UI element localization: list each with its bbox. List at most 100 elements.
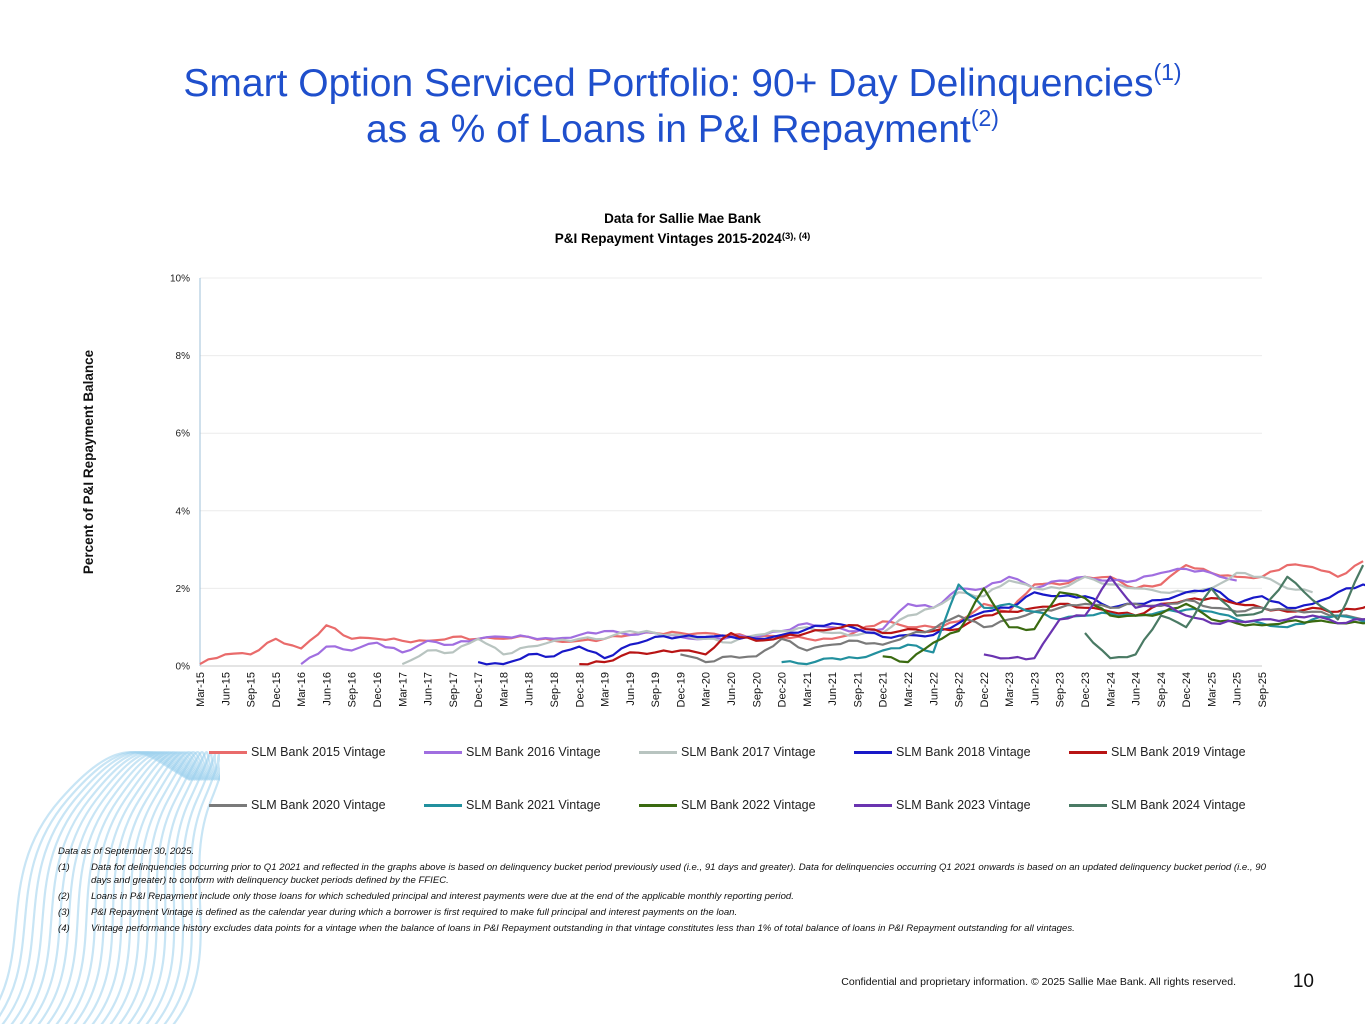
series-line-2017	[401, 571, 1313, 666]
x-tick-label: Sep-16	[347, 672, 359, 707]
legend-item-2023: SLM Bank 2023 Vintage	[854, 796, 1031, 814]
x-tick-label: Mar-23	[1004, 672, 1016, 707]
legend-swatch	[209, 750, 247, 754]
footnotes: Data as of September 30, 2025. (1) Data f…	[58, 846, 1288, 939]
x-tick-label: Dec-18	[574, 672, 586, 707]
legend-swatch	[639, 750, 677, 754]
x-tick-label: Sep-24	[1156, 672, 1168, 707]
x-tick-label: Dec-20	[777, 672, 789, 707]
x-tick-label: Sep-20	[751, 672, 763, 707]
chart-title-line1: Data for Sallie Mae Bank	[604, 211, 761, 226]
wave-stroke	[55, 751, 205, 1024]
chart-title-line2: P&I Repayment Vintages 2015-2024(3), (4)	[554, 231, 811, 246]
wave-stroke	[154, 751, 220, 1024]
series-line-2016	[300, 567, 1237, 665]
legend-swatch	[209, 803, 247, 807]
footnote-1: (1) Data for delinquencies occurring prio…	[58, 862, 1266, 886]
wave-stroke	[10, 751, 196, 1024]
legend-label: SLM Bank 2017 Vintage	[681, 745, 816, 759]
x-tick-label: Jun-19	[625, 672, 637, 706]
x-tick-label: Dec-22	[979, 672, 991, 707]
legend-label: SLM Bank 2016 Vintage	[466, 745, 601, 759]
decorative-wave-pattern	[0, 751, 220, 1024]
legend-swatch	[854, 750, 892, 754]
series-line-2018	[477, 583, 1365, 666]
legend-item-2022: SLM Bank 2022 Vintage	[639, 796, 816, 814]
series-line-2015	[199, 560, 1364, 666]
legend-swatch	[639, 803, 677, 807]
wave-stroke	[0, 751, 191, 1001]
wave-stroke	[127, 751, 220, 1024]
series-line-2022	[882, 587, 1365, 664]
legend-label: SLM Bank 2018 Vintage	[896, 745, 1031, 759]
page-title-line1: Smart Option Serviced Portfolio: 90+ Day…	[183, 59, 1182, 106]
wave-stroke	[172, 759, 220, 1024]
x-tick-label: Mar-22	[903, 672, 915, 707]
x-tick-label: Jun-22	[928, 672, 940, 706]
legend-label: SLM Bank 2021 Vintage	[466, 798, 601, 812]
x-tick-label: Mar-20	[701, 672, 713, 707]
x-tick-label: Dec-16	[372, 672, 384, 707]
y-tick-label: 8%	[176, 351, 191, 362]
x-tick-label: Mar-15	[195, 672, 207, 707]
wave-stroke	[37, 751, 202, 1024]
x-tick-label: Dec-23	[1080, 672, 1092, 707]
x-tick-label: Jun-15	[220, 672, 232, 706]
x-tick-label: Jun-21	[827, 672, 839, 706]
x-tick-label: Mar-25	[1206, 672, 1218, 707]
x-tick-label: Dec-21	[878, 672, 890, 707]
legend-label: SLM Bank 2019 Vintage	[1111, 745, 1246, 759]
legend-swatch	[424, 750, 462, 754]
footnote-4: (4) Vintage performance history excludes …	[58, 922, 1075, 934]
footnote-3: (3) P&I Repayment Vintage is defined as t…	[58, 906, 738, 918]
series-line-2019	[579, 597, 1365, 666]
legend-label: SLM Bank 2023 Vintage	[896, 798, 1031, 812]
series-line-2024	[1084, 564, 1365, 660]
x-tick-label: Mar-17	[397, 672, 409, 707]
legend-item-2020: SLM Bank 2020 Vintage	[209, 796, 386, 814]
x-tick-label: Jun-23	[1029, 672, 1041, 706]
wave-stroke	[19, 751, 198, 1024]
x-tick-label: Dec-17	[473, 672, 485, 707]
legend-item-2021: SLM Bank 2021 Vintage	[424, 796, 601, 814]
x-tick-label: Mar-19	[600, 672, 612, 707]
y-tick-label: 10%	[170, 274, 190, 285]
x-tick-label: Sep-19	[650, 672, 662, 707]
legend-label: SLM Bank 2015 Vintage	[251, 745, 386, 759]
x-tick-label: Sep-15	[246, 672, 258, 707]
x-tick-label: Mar-21	[802, 672, 814, 707]
page-title-line2: as a % of Loans in P&I Repayment(2)	[366, 105, 999, 152]
x-tick-label: Jun-17	[423, 672, 435, 706]
x-tick-label: Sep-22	[954, 672, 966, 707]
wave-stroke	[100, 751, 215, 1024]
wave-stroke	[64, 751, 207, 1024]
delinquency-line-chart: 0% 2% 4% 6% 8% 10% Percent of P&I Repayment Ba…	[81, 274, 1365, 707]
legend-label: SLM Bank 2022 Vintage	[681, 798, 816, 812]
x-tick-label: Mar-24	[1105, 672, 1117, 707]
page-number: 10	[1292, 971, 1314, 992]
x-tick-label: Mar-16	[296, 672, 308, 707]
legend-item-2015: SLM Bank 2015 Vintage	[209, 743, 386, 761]
legend-item-2019: SLM Bank 2019 Vintage	[1069, 743, 1246, 761]
legend-item-2024: SLM Bank 2024 Vintage	[1069, 796, 1246, 814]
x-tick-label: Sep-23	[1055, 672, 1067, 707]
wave-stroke	[82, 751, 211, 1024]
wave-stroke	[145, 751, 220, 1024]
x-tick-label: Sep-17	[448, 672, 460, 707]
y-axis-label: Percent of P&I Repayment Balance	[81, 349, 96, 574]
x-tick-label: Mar-18	[498, 672, 510, 707]
y-tick-label: 4%	[176, 506, 191, 517]
confidentiality-notice: Confidential and proprietary information…	[841, 976, 1236, 988]
legend-swatch	[424, 803, 462, 807]
x-tick-label: Sep-18	[549, 672, 561, 707]
legend-item-2017: SLM Bank 2017 Vintage	[639, 743, 816, 761]
footnote-as-of: Data as of September 30, 2025.	[58, 846, 194, 857]
x-tick-label: Jun-16	[321, 672, 333, 706]
wave-stroke	[163, 751, 220, 1024]
legend-item-2016: SLM Bank 2016 Vintage	[424, 743, 601, 761]
x-tick-label: Jun-20	[726, 672, 738, 706]
wave-stroke	[118, 751, 218, 1024]
legend-swatch	[1069, 803, 1107, 807]
y-tick-label: 0%	[176, 662, 191, 673]
x-tick-label: Dec-15	[271, 672, 283, 707]
